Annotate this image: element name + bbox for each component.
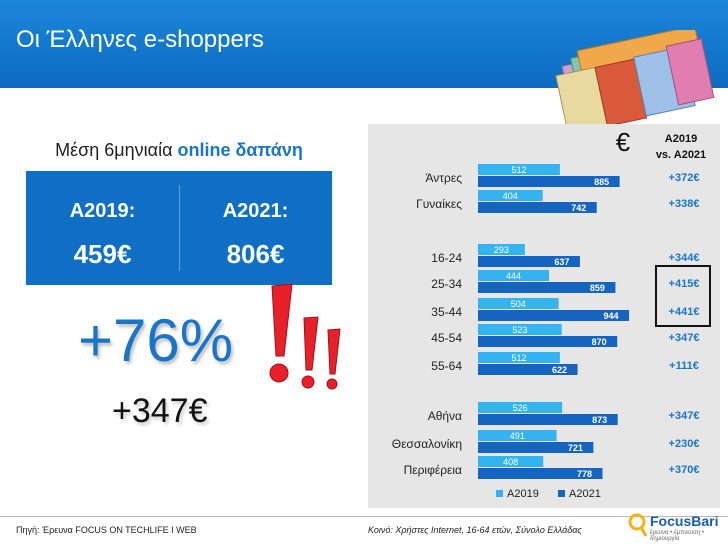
category-label: 35-44 [431,305,462,319]
chart-panel: € A2019 vs. A2021 Άντρες 512 885 +372€ Γυναίκες… [368,124,720,508]
value-label-a2019: 408 [503,457,518,467]
bar-a2021 [478,282,616,293]
a2021-value: 806€ [226,239,285,269]
value-label-a2021: 778 [577,469,592,479]
bar-a2019 [478,164,560,175]
bar-a2021 [478,414,618,425]
category-label: Αθήνα [428,409,462,423]
bar-chart: € A2019 vs. A2021 Άντρες 512 885 +372€ Γυναίκες… [392,127,711,500]
diff-label: +347€ [669,332,700,344]
value-label-a2019: 512 [511,165,526,175]
a2021-label: A2021: [222,200,289,222]
diff-header-line1: A2019 [665,133,697,145]
spend-subtitle: Μέση 6μηνιαία online δαπάνη [0,140,358,161]
exclamation-marks-icon [269,283,341,390]
value-label-a2019: 504 [511,299,526,309]
diff-label: +338€ [669,198,700,210]
footer-base: Κοινό: Χρήστες Internet, 16-64 ετών, Σύν… [368,525,582,535]
value-label-a2019: 523 [512,325,527,335]
subtitle-plain: Μέση 6μηνιαία [55,140,173,160]
category-label: Περιφέρεια [404,463,462,477]
legend-label-a2021: A2021 [569,488,601,500]
bar-a2019 [478,402,563,413]
diff-label: +441€ [669,306,700,318]
bar-a2021 [478,442,594,453]
value-label-a2021: 885 [594,177,609,187]
bar-a2019 [478,456,544,467]
legend-swatch-a2019 [496,490,503,497]
magnifier-icon [628,513,648,537]
logo-tagline: έρευνα • έμπνευση • δημιουργία [650,530,704,542]
diff-label: +111€ [669,360,699,372]
category-label: 45-54 [431,331,462,345]
highlight-box [655,265,711,327]
page-title: Οι Έλληνες e-shoppers [16,26,264,53]
value-label-a2021: 742 [571,203,586,213]
footer-divider [0,516,728,517]
diff-header-line2: vs. A2021 [656,149,706,161]
spend-summary-box: A2019: 459€ A2021: 806€ [26,171,332,285]
currency-symbol: € [616,127,631,157]
a2019-label: A2019: [69,200,136,222]
category-label: Θεσσαλονίκη [392,437,462,451]
category-label: 55-64 [431,359,462,373]
diff-label: +415€ [669,278,700,290]
bar-a2019 [478,244,525,255]
bar-a2021 [478,256,580,267]
diff-label: +344€ [669,252,700,264]
bar-a2021 [478,336,618,347]
bar-a2019 [478,352,560,363]
diff-label: +230€ [669,438,700,450]
value-label-a2021: 721 [568,443,583,453]
bar-a2019 [478,298,559,309]
diff-label: +372€ [669,172,700,184]
bar-a2021 [478,310,630,321]
value-label-a2019: 526 [513,403,528,413]
diff-label: +370€ [669,464,700,476]
category-label: Γυναίκες [416,197,462,211]
value-label-a2021: 944 [604,311,619,321]
value-label-a2019: 491 [510,431,525,441]
bar-a2019 [478,430,557,441]
bar-a2019 [478,190,543,201]
value-label-a2021: 859 [590,283,605,293]
bar-a2021 [478,364,578,375]
value-label-a2019: 444 [506,271,521,281]
bar-a2021 [478,176,620,187]
value-label-a2021: 870 [592,337,607,347]
value-label-a2021: 622 [552,365,567,375]
growth-euro: +347€ [112,392,208,430]
footer-source: Πηγή: Έρευνα FOCUS ON TECHLIFE I WEB [16,525,197,535]
logo-brand: FocusBari [650,513,719,529]
category-label: 25-34 [431,277,462,291]
bar-a2019 [478,270,550,281]
bar-a2019 [478,324,562,335]
diff-label: +347€ [669,410,700,422]
category-label: Άντρες [426,171,463,185]
box-divider [179,185,180,271]
subtitle-bold: online δαπάνη [177,140,303,160]
category-label: 16-24 [431,251,462,265]
value-label-a2019: 512 [511,353,526,363]
banknotes-image [555,30,715,126]
legend-swatch-a2021 [558,490,565,497]
value-label-a2021: 873 [592,415,607,425]
value-label-a2019: 404 [503,191,518,201]
bar-a2021 [478,202,597,213]
focusbari-logo: FocusBari έρευνα • έμπνευση • δημιουργία [628,511,724,542]
legend-label-a2019: A2019 [507,488,539,500]
value-label-a2019: 293 [494,245,509,255]
header-bar: Οι Έλληνες e-shoppers [0,0,728,88]
a2019-value: 459€ [73,239,132,269]
value-label-a2021: 637 [554,257,569,267]
growth-percent: +76% [78,307,234,374]
bar-a2021 [478,468,603,479]
